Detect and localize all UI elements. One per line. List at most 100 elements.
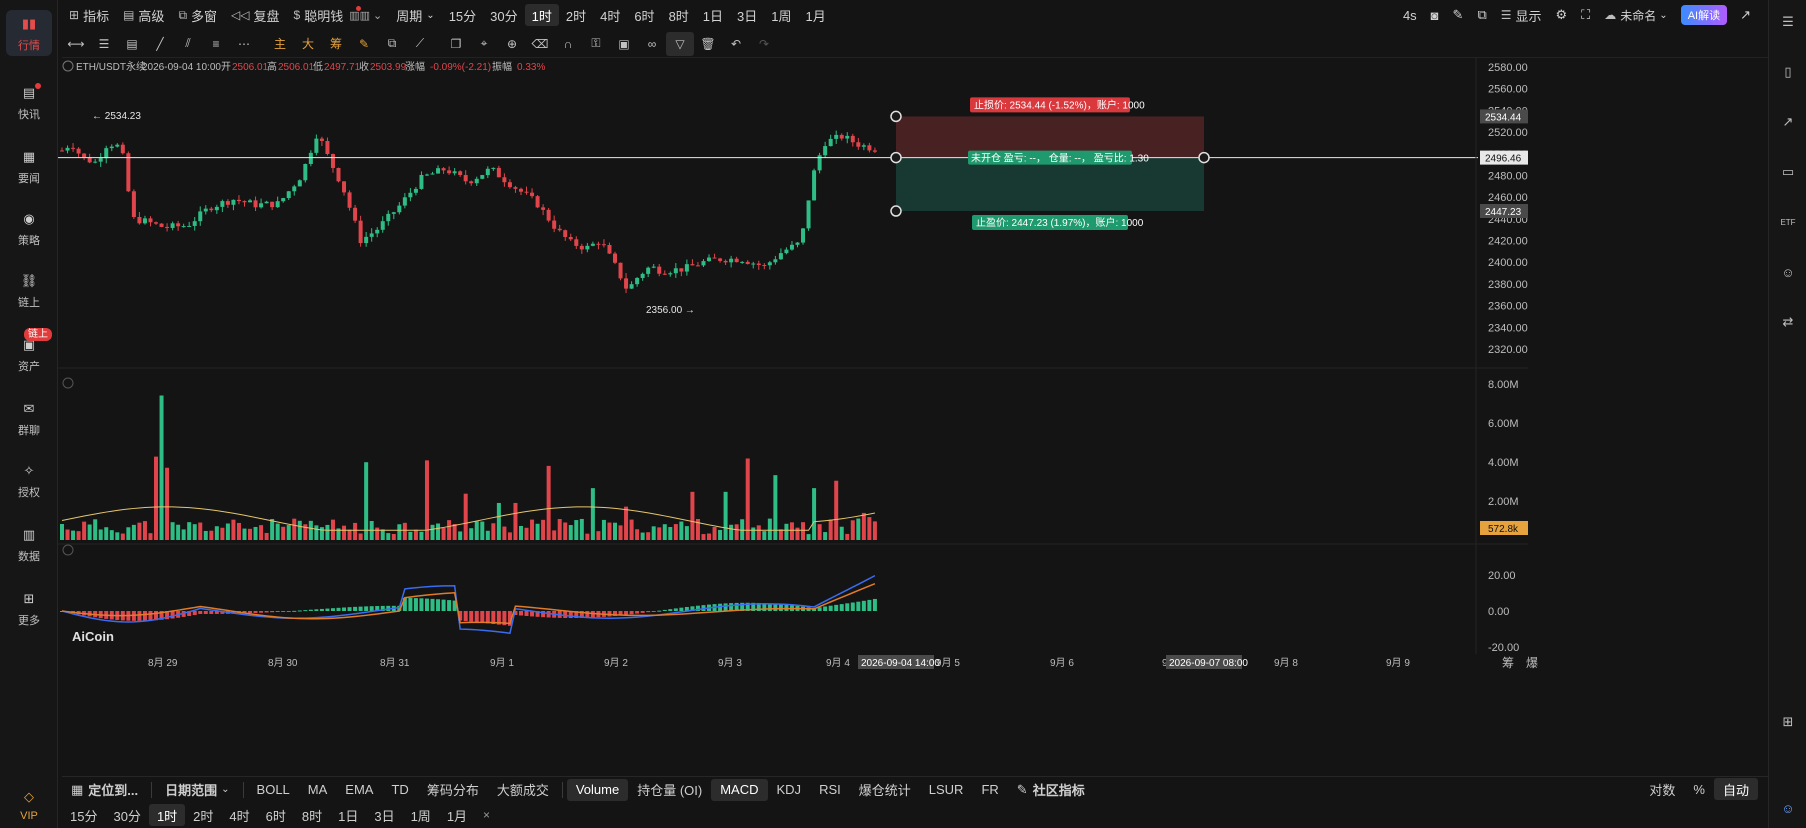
lines-icon[interactable]: ☰ [98,36,110,51]
position-handle[interactable] [890,205,902,217]
bottom-timeframe-tab[interactable]: 1周 [410,808,431,824]
robot-icon[interactable]: ☺ [1781,264,1795,280]
ai-interpret-button[interactable]: AI解读 [1680,5,1728,25]
sidebar-item-onchain[interactable]: ⛓ 链上 [0,262,58,318]
sidebar-item-news[interactable]: ▦ 要闻 [0,138,58,194]
redo-icon[interactable]: ↷ [758,36,770,51]
sidebar-item-more[interactable]: ⊞ 更多 [0,580,58,636]
fullscreen-icon[interactable]: ⛶ [1581,7,1591,22]
main-indicator-tab[interactable]: 筹码分布 [426,783,479,798]
trendline-icon[interactable]: ╱ [156,36,164,51]
lock-icon[interactable]: ⚿ [591,36,601,50]
pen-icon[interactable]: ✎ [358,36,370,51]
exchange-icon[interactable]: ⇄ [1782,314,1794,329]
timeframe-tab[interactable]: 1时 [524,4,559,26]
main-indicator-tab[interactable]: BOLL [256,782,290,797]
sidebar-item-flash-news[interactable]: ▤ 快讯 [0,74,58,130]
bottom-timeframe-tab[interactable]: 1月 [446,808,468,824]
bottom-timeframe-tab[interactable]: 30分 [113,808,141,824]
timeframe-tab[interactable]: 1周 [771,8,792,24]
parallel-icon[interactable]: ⫽ [185,36,191,50]
etf-icon[interactable]: ETF [1780,217,1796,227]
main-indicator-tab[interactable]: MA [307,782,328,797]
chart-svg[interactable]: 2580.002560.002540.002520.002500.002480.… [58,58,1768,756]
chart-area[interactable]: 2580.002560.002540.002520.002500.002480.… [58,58,1768,756]
sub-indicator-tab[interactable]: Volume [566,778,629,801]
main-indicator-tab[interactable]: EMA [345,782,374,797]
settings-icon[interactable]: ⚙ [1555,7,1568,22]
date-range-dropdown[interactable]: 日期范围 ⌄ [165,783,230,798]
main-indicator-tab[interactable]: 大额成交 [496,783,549,798]
eraser-icon[interactable]: ⌫ [531,36,549,51]
sidebar-item-strategy[interactable]: ◉ 策略 [0,200,58,256]
main-chart-icon[interactable]: 主 [273,37,286,51]
sub-indicator-tab[interactable]: 持仓量 (OI) [637,783,703,798]
percent-scale-toggle[interactable]: % [1693,781,1705,797]
doc-icon[interactable]: ▯ [1784,64,1792,79]
log-scale-toggle[interactable]: 对数 [1649,782,1676,798]
main-indicator-tab[interactable]: TD [391,782,409,797]
edit-icon[interactable]: ✎ [1452,7,1464,22]
timeframe-tab[interactable]: 1日 [702,8,724,24]
multi-window-button[interactable]: ⧉ 多窗 [178,7,218,24]
collapse-toggle[interactable] [62,60,74,72]
popout-icon[interactable]: ⧉ [1477,7,1487,22]
camera-icon[interactable]: ◙ [1430,7,1439,23]
sub-indicator-tab[interactable]: KDJ [776,782,802,797]
sub-indicator-tab[interactable]: RSI [819,782,841,797]
trash-icon[interactable]: 🗑 [700,36,716,51]
zoom-icon[interactable]: ⊕ [506,36,518,51]
template-icon[interactable]: ▣ [618,36,630,51]
bottom-timeframe-tab[interactable]: 1日 [338,808,359,824]
list-icon[interactable]: ☰ [1782,14,1794,29]
copy-icon[interactable]: ❐ [450,36,462,51]
sidebar-item-assets[interactable]: ▣ 资产 链上 [0,326,58,382]
hline-icon[interactable]: ⟷ [67,36,85,51]
position-handle[interactable] [890,110,902,123]
sub-indicator-tab[interactable]: MACD [711,778,768,801]
fib-icon[interactable]: ≡ [212,36,220,51]
ruler-icon[interactable]: ⟋ [415,36,425,50]
more-tools-icon[interactable]: ⋯ [238,36,250,51]
timeframe-tab[interactable]: 2时 [565,8,587,24]
replay-button[interactable]: ◁◁ 复盘 [231,8,280,24]
macd-pane-toggle[interactable] [62,544,74,556]
advanced-button[interactable]: ▤ 高级 [123,8,165,24]
period-dropdown[interactable]: 周期 ⌄ [396,8,435,24]
sub-indicator-tab[interactable]: 爆仓统计 [858,783,911,798]
monitor-icon[interactable]: ▭ [1781,164,1795,179]
measure-icon[interactable]: ⌖ [480,36,488,50]
position-handle[interactable] [890,151,902,164]
community-indicator-button[interactable]: ✎ 社区指标 [1016,781,1085,799]
position-handle[interactable] [1198,151,1210,164]
grid-icon[interactable]: ⊞ [1782,714,1794,729]
chart-up-icon[interactable]: ↗ [1782,114,1794,129]
smart-money-button[interactable]: $ 聪明钱 ▥▥ ⌄ [293,6,383,24]
bottom-timeframe-tab[interactable]: 1时 [148,804,186,826]
sub-indicator-tab[interactable]: LSUR [928,782,964,797]
auto-scale-toggle[interactable]: 自动 [1713,778,1758,800]
locate-button[interactable]: ▦ 定位到... [71,781,139,799]
timeframe-tab[interactable]: 6时 [634,8,655,24]
timeframe-tab[interactable]: 4时 [600,8,621,24]
link-icon[interactable]: ∞ [647,36,657,51]
layers-icon[interactable]: ⧉ [387,36,397,50]
sidebar-item-market[interactable]: ▮▮ 行情 [6,10,52,56]
assistant-icon[interactable]: ☺ [1781,800,1795,816]
bottom-timeframe-tab[interactable]: 4时 [229,808,250,824]
sidebar-item-authorize[interactable]: ✧ 授权 [0,452,58,508]
chips-icon[interactable]: 筹 [329,37,342,51]
big-icon[interactable]: 大 [301,37,314,51]
sidebar-item-group-chat[interactable]: ✉ 群聊 [0,390,58,446]
refresh-interval[interactable]: 4s [1402,7,1417,23]
undo-icon[interactable]: ↶ [730,36,742,51]
magnet-icon[interactable]: ∩ [563,36,573,51]
volume-pane-toggle[interactable] [62,377,74,389]
bottom-timeframe-tab[interactable]: 15分 [70,808,98,824]
sub-indicator-tab[interactable]: FR [981,782,999,797]
timeframe-tab[interactable]: 1月 [805,8,826,24]
sidebar-item-vip[interactable]: ◇ VIP [0,776,58,828]
display-button[interactable]: ☰ 显示 [1500,8,1542,24]
channel-icon[interactable]: ▤ [126,36,138,51]
timeframe-tab[interactable]: 30分 [490,8,518,24]
